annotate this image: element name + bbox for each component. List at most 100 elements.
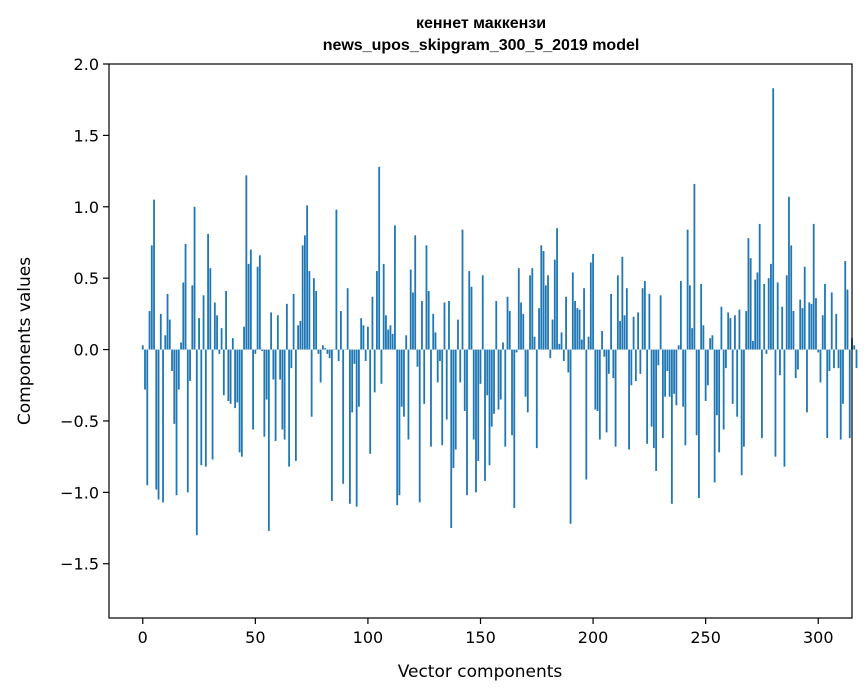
y-tick-label: −1.0 (60, 483, 99, 502)
bar (673, 349, 676, 394)
bar (621, 256, 624, 350)
bar (698, 349, 700, 499)
bar (144, 349, 146, 390)
bar (184, 243, 187, 350)
bar (756, 272, 759, 350)
bar (619, 321, 621, 350)
bar (650, 349, 653, 427)
bar (204, 349, 207, 467)
bar (247, 263, 250, 350)
bar (801, 308, 804, 350)
bar (351, 349, 354, 413)
bar (166, 293, 169, 350)
bar (797, 349, 799, 370)
bar (321, 345, 324, 350)
bar (353, 349, 356, 364)
bar (369, 349, 372, 454)
bar (475, 349, 477, 493)
bar (229, 349, 232, 404)
bar (749, 258, 752, 350)
bar (583, 288, 585, 350)
bar (301, 245, 304, 350)
bar (783, 349, 786, 467)
x-axis-label: Vector components (398, 662, 563, 682)
bar (488, 349, 491, 466)
bar (146, 349, 149, 486)
bar (443, 302, 446, 350)
bar (162, 349, 164, 503)
bar (306, 205, 309, 350)
bar (189, 349, 191, 381)
bar (290, 349, 293, 369)
bar (727, 312, 730, 350)
bar (407, 349, 410, 440)
bar (549, 349, 552, 359)
bar (513, 349, 516, 509)
bar (231, 338, 234, 350)
bar (468, 271, 471, 350)
bar (688, 285, 691, 350)
bar (211, 349, 214, 460)
bar (261, 349, 263, 351)
bar (292, 293, 295, 350)
bar (547, 275, 549, 350)
bar (592, 253, 594, 350)
bar (418, 349, 421, 503)
bar (171, 349, 173, 371)
bar (267, 349, 270, 531)
bar (303, 235, 306, 350)
bar (394, 225, 396, 350)
bar (367, 326, 369, 350)
bar (704, 349, 707, 401)
bar (317, 349, 320, 354)
bar (747, 238, 750, 350)
bar (425, 245, 428, 350)
bar (763, 283, 766, 350)
bar (470, 286, 473, 350)
bar (265, 349, 268, 400)
bar (725, 349, 727, 369)
bar (207, 233, 209, 350)
bar (839, 349, 842, 440)
bar (709, 338, 712, 350)
bar (596, 349, 599, 411)
bar (526, 349, 529, 413)
bar (853, 345, 856, 350)
bar (819, 349, 822, 383)
bar (328, 349, 331, 359)
bar (585, 349, 588, 480)
bar (560, 332, 563, 350)
bar (716, 349, 718, 416)
bar (150, 245, 153, 350)
bar (481, 275, 484, 350)
bar (182, 282, 185, 350)
bar (630, 349, 633, 386)
bar (828, 349, 831, 371)
bar (612, 349, 615, 379)
bar (553, 259, 556, 350)
bar (463, 349, 466, 411)
bar (308, 271, 311, 350)
bar (745, 311, 748, 350)
bar (659, 295, 662, 350)
bar (812, 223, 815, 350)
bar (794, 349, 797, 379)
bar (826, 349, 829, 439)
bar (589, 262, 592, 350)
bar (779, 349, 781, 376)
bar (299, 321, 302, 350)
bar (193, 206, 196, 350)
chart-title: кеннет маккензи (416, 15, 546, 32)
bar (454, 349, 457, 450)
bar (610, 293, 612, 350)
bar (666, 349, 669, 371)
bar (141, 345, 144, 350)
bar (824, 283, 826, 350)
x-tick-label: 150 (465, 628, 496, 647)
y-axis-label: Components values (15, 257, 35, 425)
bar (655, 349, 658, 471)
bar (531, 268, 534, 350)
bar (254, 349, 257, 354)
bar (713, 349, 716, 483)
bar (502, 342, 504, 350)
